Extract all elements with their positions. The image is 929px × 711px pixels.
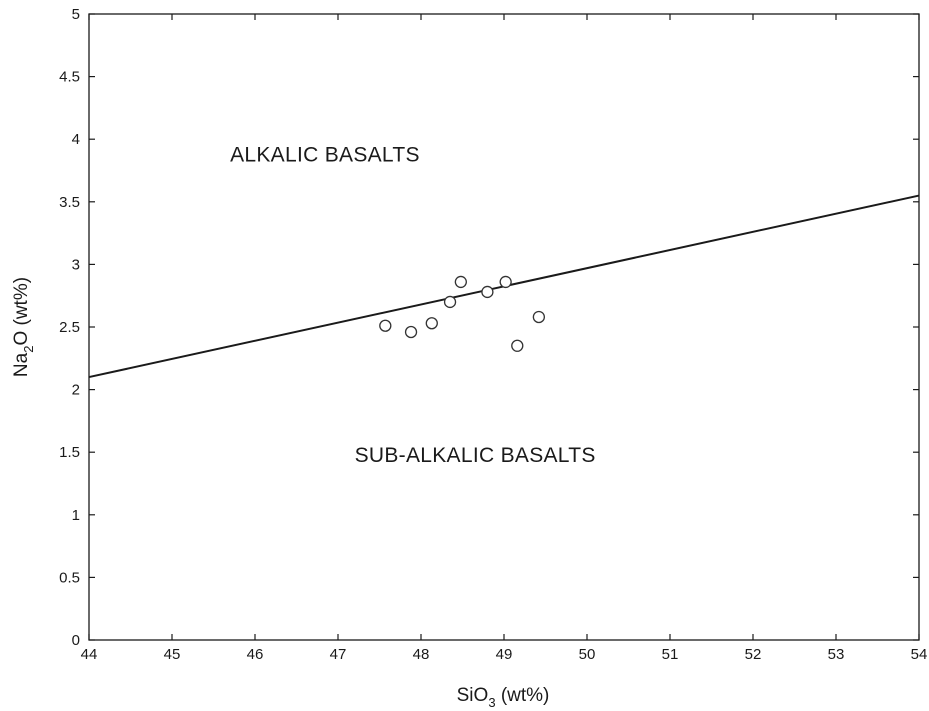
x-tick-label: 47 bbox=[330, 646, 347, 663]
x-tick-label: 51 bbox=[662, 646, 679, 663]
x-axis-ticks: 44 45 46 47 48 49 50 51 52 53 54 bbox=[81, 14, 928, 663]
data-point bbox=[481, 285, 494, 299]
x-tick-label: 49 bbox=[496, 646, 513, 663]
y-tick-label: 5 bbox=[72, 6, 80, 23]
plot-frame bbox=[88, 13, 920, 641]
x-tick-label: 53 bbox=[828, 646, 845, 663]
y-tick-label: 1.5 bbox=[59, 444, 80, 461]
y-tick-label: 3 bbox=[72, 256, 80, 273]
data-point bbox=[443, 295, 457, 309]
x-tick-label: 45 bbox=[164, 646, 181, 663]
x-tick-label: 52 bbox=[745, 646, 762, 663]
data-point bbox=[425, 317, 438, 330]
alkalic-basalts-label: ALKALIC BASALTS bbox=[230, 144, 420, 167]
x-tick-label: 44 bbox=[81, 646, 98, 663]
y-tick-label: 4.5 bbox=[59, 69, 80, 86]
y-tick-label: 1 bbox=[72, 507, 80, 524]
data-point bbox=[454, 275, 467, 289]
sub-alkalic-basalts-label: SUB-ALKALIC BASALTS bbox=[355, 444, 596, 467]
x-axis-title: SiO3 (wt%) bbox=[457, 685, 550, 710]
y-tick-label: 4 bbox=[72, 131, 80, 148]
y-tick-label: 0 bbox=[72, 632, 80, 649]
data-point bbox=[499, 275, 512, 289]
x-tick-label: 46 bbox=[247, 646, 264, 663]
y-tick-label: 2.5 bbox=[59, 319, 80, 336]
x-tick-label: 48 bbox=[413, 646, 430, 663]
y-tick-label: 3.5 bbox=[59, 194, 80, 211]
x-tick-label: 50 bbox=[579, 646, 596, 663]
data-point bbox=[379, 319, 392, 332]
region-annotations: ALKALIC BASALTS SUB-ALKALIC BASALTS bbox=[230, 144, 596, 467]
x-tick-label: 54 bbox=[911, 646, 928, 663]
data-point bbox=[404, 325, 418, 339]
y-tick-label: 0.5 bbox=[59, 569, 80, 586]
y-axis-title: Na2O (wt%) bbox=[11, 277, 36, 377]
y-tick-label: 2 bbox=[72, 382, 80, 399]
data-point bbox=[511, 339, 524, 352]
data-point bbox=[532, 310, 546, 324]
y-axis-ticks: 0 0.5 1 1.5 2 2.5 3 3.5 4 4.5 5 bbox=[59, 6, 919, 649]
data-points bbox=[379, 275, 546, 352]
